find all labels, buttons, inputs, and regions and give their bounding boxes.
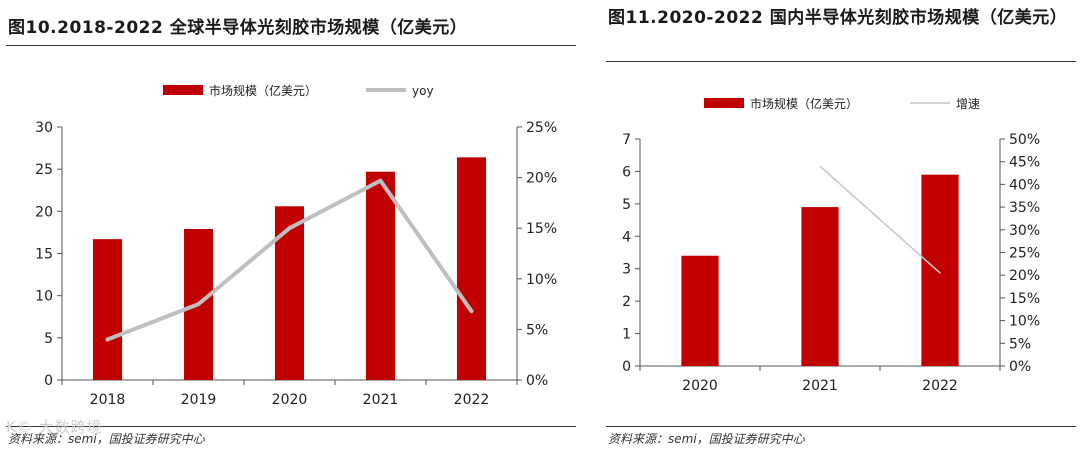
y-tick-label-right: 5% xyxy=(526,322,548,338)
y-tick-label-left: 3 xyxy=(622,262,631,278)
chart-title-global: 图10.2018-2022 全球半导体光刻胶市场规模（亿美元） xyxy=(8,18,468,38)
y-tick-label-right: 15% xyxy=(526,221,557,237)
y-tick-label-left: 25 xyxy=(35,162,53,178)
bar xyxy=(921,174,959,366)
legend-swatch-bar xyxy=(163,85,203,95)
y-tick-label-right: 20% xyxy=(526,171,557,187)
x-tick-label: 2019 xyxy=(181,392,217,408)
y-tick-label-right: 50% xyxy=(1009,132,1040,148)
bar xyxy=(801,207,839,366)
y-tick-label-left: 30 xyxy=(35,120,53,136)
watermark: K© 大数跨境 xyxy=(6,418,103,436)
y-tick-label-right: 45% xyxy=(1009,155,1040,171)
bar xyxy=(456,157,487,380)
chart-panel-global: 图10.2018-2022 全球半导体光刻胶市场规模（亿美元） 市场规模（亿美元… xyxy=(6,18,576,446)
y-tick-label-left: 5 xyxy=(622,197,631,213)
y-tick-label-right: 25% xyxy=(1009,246,1040,262)
legend-label-line: 增速 xyxy=(956,97,980,111)
source-note-global: 资料来源：semi，国投证券研究中心 xyxy=(8,432,205,446)
y-tick-label-right: 10% xyxy=(1009,314,1040,330)
line-series xyxy=(819,165,941,274)
title-rule xyxy=(606,61,1076,62)
global-photoresist-chart: 市场规模（亿美元） yoy 0 5 10 15 20 25 30 0% 5% 10% 15% 20% 25%… xyxy=(35,83,557,408)
y-tick-label-right: 5% xyxy=(1009,336,1031,352)
legend-label-bar: 市场规模（亿美元） xyxy=(209,83,317,98)
y-tick-label-left: 0 xyxy=(622,359,631,375)
y-tick-label-right: 20% xyxy=(1009,268,1040,284)
source-note-domestic: 资料来源：semi，国投证券研究中心 xyxy=(608,432,805,446)
y-tick-label-left: 20 xyxy=(35,204,53,220)
y-tick-label-left: 2 xyxy=(622,294,631,310)
title-rule xyxy=(6,45,576,46)
bar xyxy=(681,255,719,366)
x-tick-label: 2022 xyxy=(454,392,490,408)
y-tick-label-left: 5 xyxy=(44,331,53,347)
y-tick-label-right: 30% xyxy=(1009,223,1040,239)
x-tick-label: 2020 xyxy=(682,378,718,394)
chart-title-domestic: 图11.2020-2022 国内半导体光刻胶市场规模（亿美元） xyxy=(608,8,1068,28)
y-tick-label-left: 10 xyxy=(35,289,53,305)
x-tick-label: 2021 xyxy=(802,378,838,394)
x-tick-label: 2018 xyxy=(90,392,126,408)
bar xyxy=(274,206,305,380)
domestic-photoresist-chart: 市场规模（亿美元） 增速 0 1 2 3 4 5 6 7 0% 5% 10% 15% 20% 25% 30% 35… xyxy=(622,96,1040,394)
source-rule xyxy=(6,426,576,427)
y-tick-label-left: 15 xyxy=(35,247,53,263)
y-tick-label-right: 0% xyxy=(526,373,548,389)
bar xyxy=(92,239,123,380)
x-tick-label: 2022 xyxy=(922,378,958,394)
y-tick-label-left: 6 xyxy=(622,164,631,180)
x-tick-label: 2021 xyxy=(363,392,399,408)
legend-label-bar: 市场规模（亿美元） xyxy=(750,96,858,111)
bar xyxy=(365,171,396,380)
y-tick-label-left: 1 xyxy=(622,327,631,343)
y-tick-label-right: 35% xyxy=(1009,200,1040,216)
y-tick-label-right: 40% xyxy=(1009,177,1040,193)
source-rule xyxy=(606,426,1076,427)
y-tick-label-right: 15% xyxy=(1009,291,1040,307)
legend-label-line: yoy xyxy=(412,84,434,98)
chart-panel-domestic: 图11.2020-2022 国内半导体光刻胶市场规模（亿美元） 市场规模（亿美元… xyxy=(600,0,1080,449)
y-tick-label-right: 25% xyxy=(526,120,557,136)
y-tick-label-right: 0% xyxy=(1009,359,1031,375)
y-tick-label-left: 7 xyxy=(622,132,631,148)
y-tick-label-left: 4 xyxy=(622,229,631,245)
x-tick-label: 2020 xyxy=(272,392,308,408)
y-tick-label-left: 0 xyxy=(44,373,53,389)
y-tick-label-right: 10% xyxy=(526,272,557,288)
legend-swatch-bar xyxy=(704,98,744,108)
